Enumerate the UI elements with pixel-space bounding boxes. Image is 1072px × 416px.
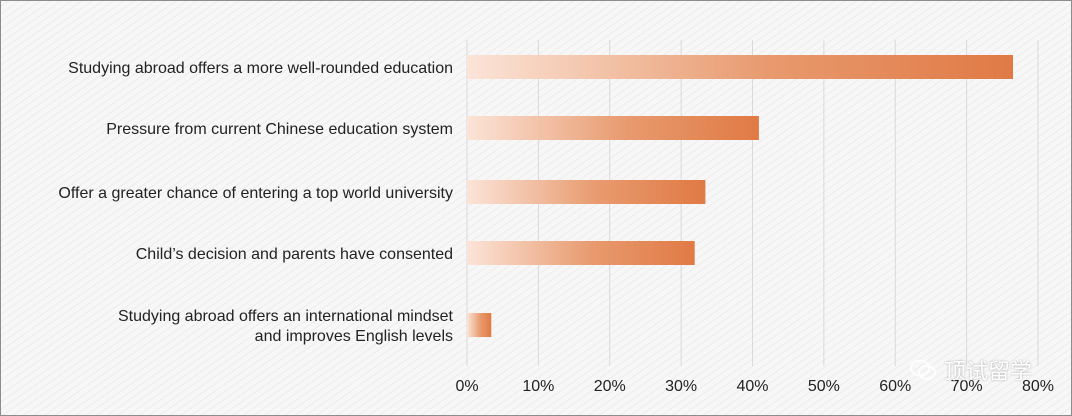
x-tick-label: 30% bbox=[665, 378, 697, 395]
category-label: Offer a greater chance of entering a top… bbox=[58, 185, 453, 202]
category-label: Studying abroad offers an international … bbox=[118, 308, 454, 325]
category-labels: Studying abroad offers a more well-round… bbox=[58, 60, 453, 345]
bar bbox=[467, 55, 1014, 79]
bar bbox=[467, 180, 706, 204]
x-tick-label: 60% bbox=[879, 378, 911, 395]
x-tick-label: 10% bbox=[522, 378, 554, 395]
category-label: Studying abroad offers a more well-round… bbox=[68, 60, 453, 77]
watermark-text: 顶试留学 bbox=[943, 360, 1032, 385]
watermark: 顶试留学 bbox=[910, 354, 1032, 386]
category-label: Child’s decision and parents have consen… bbox=[136, 246, 453, 263]
x-tick-label: 50% bbox=[808, 378, 840, 395]
wechat-icon bbox=[910, 359, 936, 380]
category-label: Pressure from current Chinese education … bbox=[106, 121, 453, 138]
bar bbox=[467, 241, 695, 265]
x-tick-labels: 0% 10% 20% 30% 40% 50% 60% 70% 80% bbox=[455, 378, 1054, 395]
x-tick-label: 20% bbox=[594, 378, 626, 395]
x-tick-label: 40% bbox=[736, 378, 768, 395]
category-label: and improves English levels bbox=[255, 328, 453, 345]
x-tick-label: 0% bbox=[455, 378, 478, 395]
x-tick-label: 70% bbox=[951, 378, 983, 395]
bar bbox=[467, 313, 492, 337]
x-tick-label: 80% bbox=[1022, 378, 1054, 395]
bar bbox=[467, 116, 759, 140]
bars bbox=[467, 55, 1014, 337]
